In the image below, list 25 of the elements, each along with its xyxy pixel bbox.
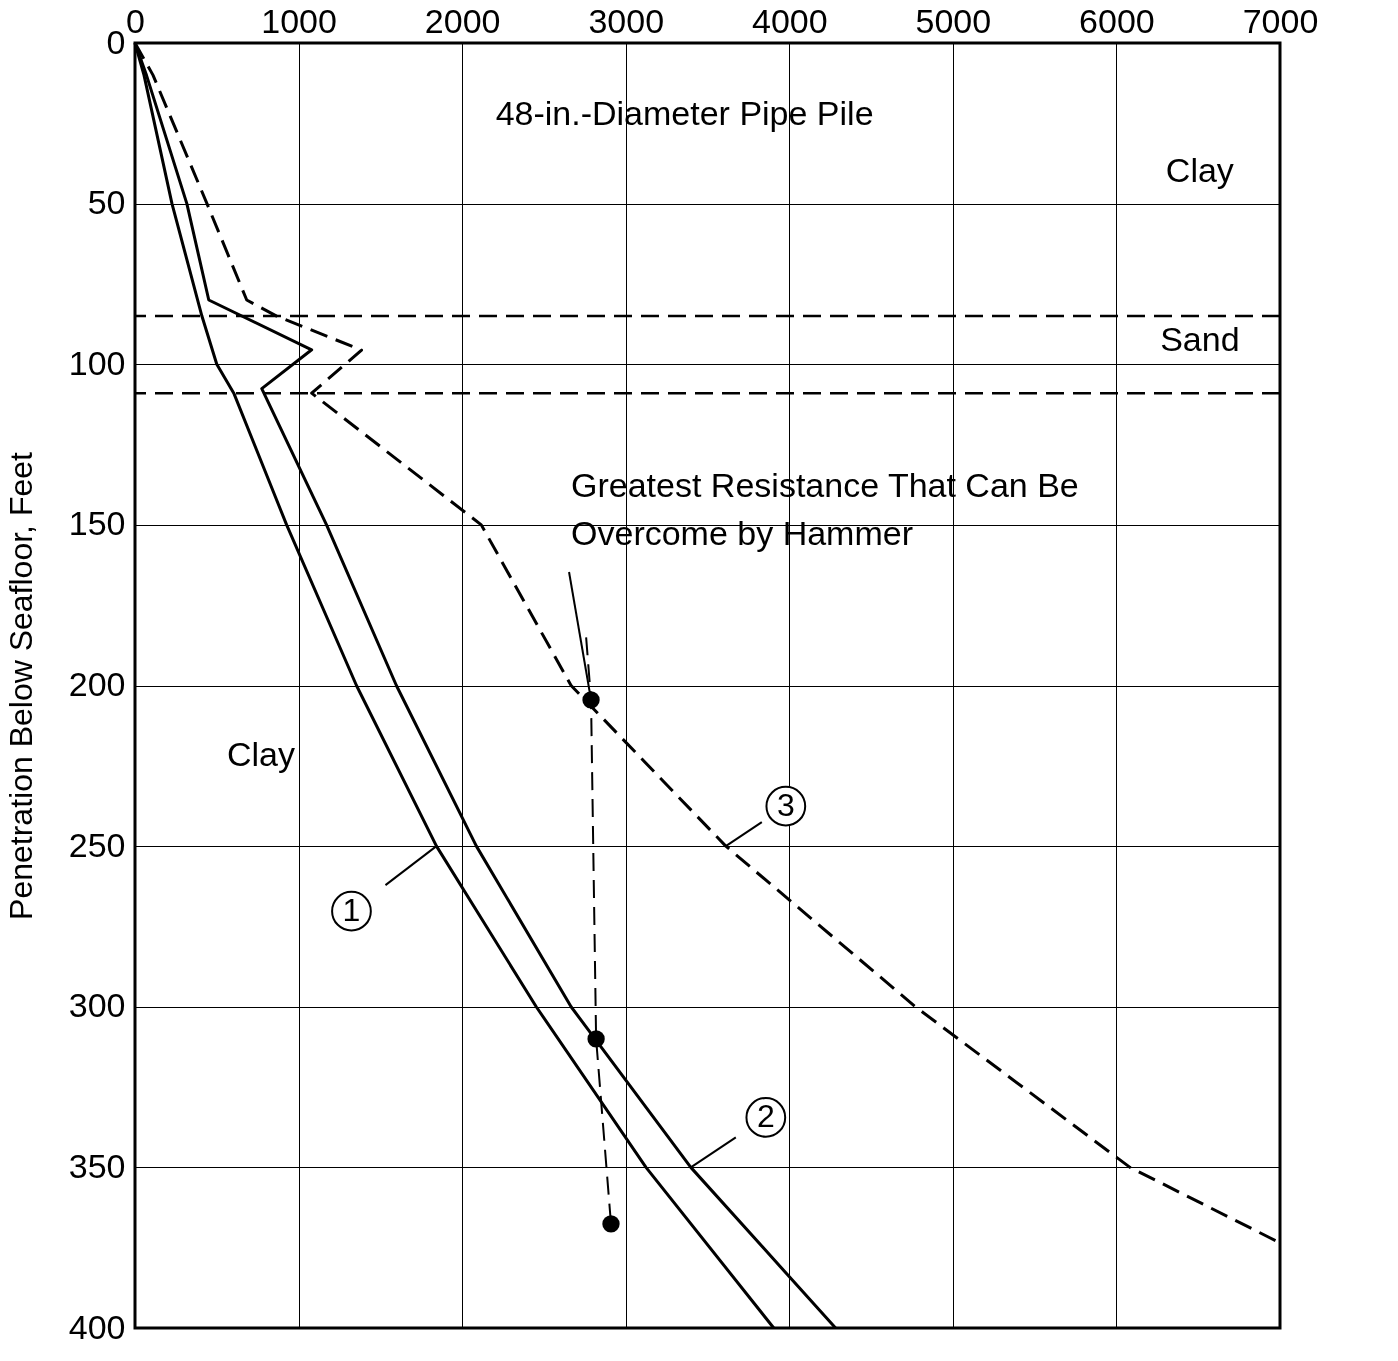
y-tick-label: 300	[68, 986, 126, 1025]
point	[582, 691, 600, 709]
x-tick-label: 5000	[915, 1, 992, 40]
point	[602, 1215, 620, 1233]
x-tick-label: 4000	[751, 1, 828, 40]
annotation: 2	[756, 1098, 775, 1135]
annotation: 3	[776, 787, 795, 824]
x-tick-label: 7000	[1242, 1, 1319, 40]
y-tick-label: 400	[68, 1307, 126, 1346]
annotation: 1	[342, 892, 361, 929]
x-tick-label: 2000	[424, 1, 501, 40]
x-tick-label: 1000	[261, 1, 337, 40]
annotation: Clay	[1165, 150, 1234, 189]
y-tick-label: 50	[87, 183, 126, 222]
y-axis-title: Penetration Below Seafloor, Feet	[2, 451, 39, 920]
x-tick-label: 3000	[588, 1, 665, 40]
annotation: Sand	[1160, 320, 1240, 359]
y-tick-label: 250	[68, 825, 126, 864]
annotation: Clay	[226, 735, 295, 774]
y-tick-label: 100	[68, 343, 126, 382]
y-tick-label: 150	[68, 504, 126, 543]
point	[587, 1030, 605, 1048]
x-tick-label: 6000	[1079, 1, 1155, 40]
y-tick-label: 200	[68, 665, 126, 703]
y-tick-label: 350	[68, 1146, 126, 1185]
